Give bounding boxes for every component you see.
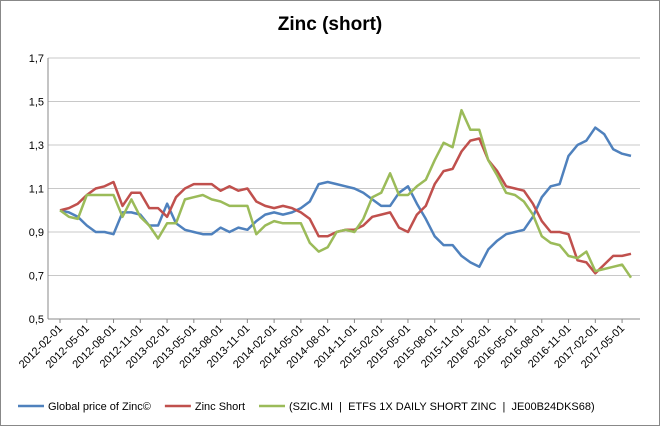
y-tick-label: 1,5	[29, 97, 44, 109]
y-tick-label: 0,5	[29, 314, 44, 326]
y-tick-label: 0,7	[29, 271, 44, 283]
legend-label: Global price of Zinc©	[48, 401, 151, 413]
chart-title: Zinc (short)	[278, 14, 383, 35]
legend-label: Zinc Short	[195, 401, 245, 413]
legend-label: (SZIC.MI | ETFS 1X DAILY SHORT ZINC | JE…	[289, 401, 595, 413]
y-tick-label: 1,1	[29, 184, 44, 196]
y-tick-label: 1,7	[29, 53, 44, 65]
y-tick-label: 1,3	[29, 140, 44, 152]
series-line	[59, 108, 633, 279]
y-tick-label: 0,9	[29, 227, 44, 239]
